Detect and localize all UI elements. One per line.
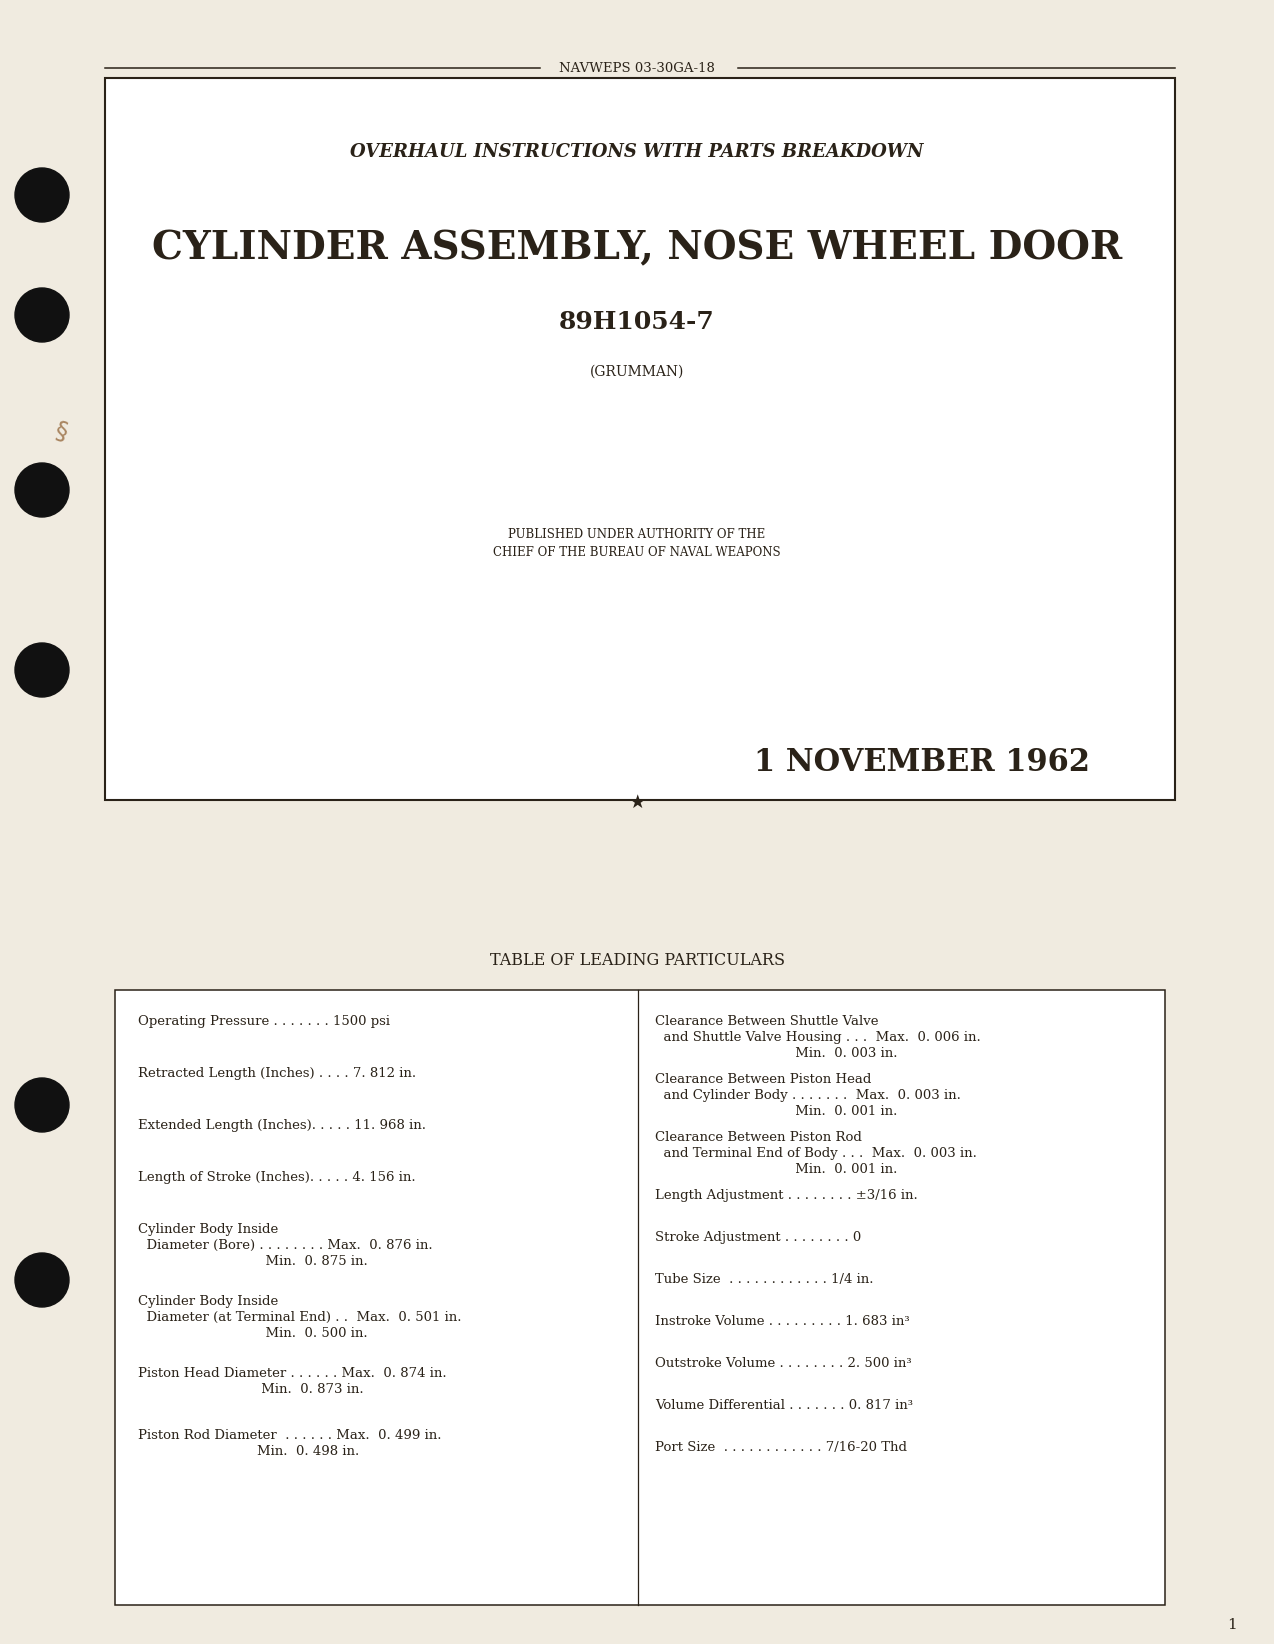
Circle shape — [15, 288, 69, 342]
Text: Length of Stroke (Inches). . . . . 4. 156 in.: Length of Stroke (Inches). . . . . 4. 15… — [138, 1171, 415, 1184]
Bar — [104, 77, 1175, 801]
Text: 89H1054-7: 89H1054-7 — [559, 311, 715, 334]
Text: CHIEF OF THE BUREAU OF NAVAL WEAPONS: CHIEF OF THE BUREAU OF NAVAL WEAPONS — [493, 546, 781, 559]
Bar — [115, 990, 1164, 1605]
Text: Diameter (Bore) . . . . . . . . Max.  0. 876 in.: Diameter (Bore) . . . . . . . . Max. 0. … — [138, 1240, 433, 1253]
Text: Port Size  . . . . . . . . . . . . 7/16-20 Thd: Port Size . . . . . . . . . . . . 7/16-2… — [655, 1442, 907, 1453]
Text: and Terminal End of Body . . .  Max.  0. 003 in.: and Terminal End of Body . . . Max. 0. 0… — [655, 1148, 977, 1161]
Circle shape — [15, 168, 69, 222]
Text: Length Adjustment . . . . . . . . ±3/16 in.: Length Adjustment . . . . . . . . ±3/16 … — [655, 1189, 917, 1202]
Text: Min.  0. 001 in.: Min. 0. 001 in. — [655, 1105, 897, 1118]
Text: Cylinder Body Inside: Cylinder Body Inside — [138, 1295, 278, 1309]
Text: Piston Rod Diameter  . . . . . . Max.  0. 499 in.: Piston Rod Diameter . . . . . . Max. 0. … — [138, 1429, 442, 1442]
Text: Min.  0. 873 in.: Min. 0. 873 in. — [138, 1383, 363, 1396]
Text: Tube Size  . . . . . . . . . . . . 1/4 in.: Tube Size . . . . . . . . . . . . 1/4 in… — [655, 1272, 874, 1286]
Text: Clearance Between Piston Head: Clearance Between Piston Head — [655, 1074, 871, 1087]
Circle shape — [15, 1078, 69, 1133]
Text: TABLE OF LEADING PARTICULARS: TABLE OF LEADING PARTICULARS — [489, 952, 785, 968]
Text: Min.  0. 500 in.: Min. 0. 500 in. — [138, 1327, 368, 1340]
Text: 1 NOVEMBER 1962: 1 NOVEMBER 1962 — [754, 746, 1091, 778]
Text: Retracted Length (Inches) . . . . 7. 812 in.: Retracted Length (Inches) . . . . 7. 812… — [138, 1067, 417, 1080]
Circle shape — [15, 1253, 69, 1307]
Text: §: § — [52, 419, 71, 446]
Text: Stroke Adjustment . . . . . . . . 0: Stroke Adjustment . . . . . . . . 0 — [655, 1231, 861, 1245]
Text: Piston Head Diameter . . . . . . Max.  0. 874 in.: Piston Head Diameter . . . . . . Max. 0.… — [138, 1368, 447, 1379]
Circle shape — [15, 464, 69, 516]
Text: Diameter (at Terminal End) . .  Max.  0. 501 in.: Diameter (at Terminal End) . . Max. 0. 5… — [138, 1310, 461, 1323]
Text: 1: 1 — [1227, 1618, 1237, 1632]
Text: PUBLISHED UNDER AUTHORITY OF THE: PUBLISHED UNDER AUTHORITY OF THE — [508, 528, 766, 541]
Text: Clearance Between Piston Rod: Clearance Between Piston Rod — [655, 1131, 862, 1144]
Text: Instroke Volume . . . . . . . . . 1. 683 in³: Instroke Volume . . . . . . . . . 1. 683… — [655, 1315, 910, 1328]
Text: Min.  0. 003 in.: Min. 0. 003 in. — [655, 1047, 897, 1060]
Text: ★: ★ — [628, 792, 646, 812]
Text: and Shuttle Valve Housing . . .  Max.  0. 006 in.: and Shuttle Valve Housing . . . Max. 0. … — [655, 1031, 981, 1044]
Text: Clearance Between Shuttle Valve: Clearance Between Shuttle Valve — [655, 1014, 879, 1028]
Text: Extended Length (Inches). . . . . 11. 968 in.: Extended Length (Inches). . . . . 11. 96… — [138, 1120, 426, 1133]
Text: NAVWEPS 03-30GA-18: NAVWEPS 03-30GA-18 — [559, 61, 715, 74]
Circle shape — [15, 643, 69, 697]
Text: CYLINDER ASSEMBLY, NOSE WHEEL DOOR: CYLINDER ASSEMBLY, NOSE WHEEL DOOR — [152, 229, 1122, 266]
Text: OVERHAUL INSTRUCTIONS WITH PARTS BREAKDOWN: OVERHAUL INSTRUCTIONS WITH PARTS BREAKDO… — [350, 143, 924, 161]
Text: Volume Differential . . . . . . . 0. 817 in³: Volume Differential . . . . . . . 0. 817… — [655, 1399, 913, 1412]
Text: Cylinder Body Inside: Cylinder Body Inside — [138, 1223, 278, 1236]
Text: Min.  0. 498 in.: Min. 0. 498 in. — [138, 1445, 359, 1458]
Text: and Cylinder Body . . . . . . .  Max.  0. 003 in.: and Cylinder Body . . . . . . . Max. 0. … — [655, 1088, 961, 1101]
Text: Outstroke Volume . . . . . . . . 2. 500 in³: Outstroke Volume . . . . . . . . 2. 500 … — [655, 1356, 912, 1369]
Text: Operating Pressure . . . . . . . 1500 psi: Operating Pressure . . . . . . . 1500 ps… — [138, 1014, 390, 1028]
Text: Min.  0. 001 in.: Min. 0. 001 in. — [655, 1162, 897, 1175]
Text: Min.  0. 875 in.: Min. 0. 875 in. — [138, 1254, 368, 1268]
Text: (GRUMMAN): (GRUMMAN) — [590, 365, 684, 380]
